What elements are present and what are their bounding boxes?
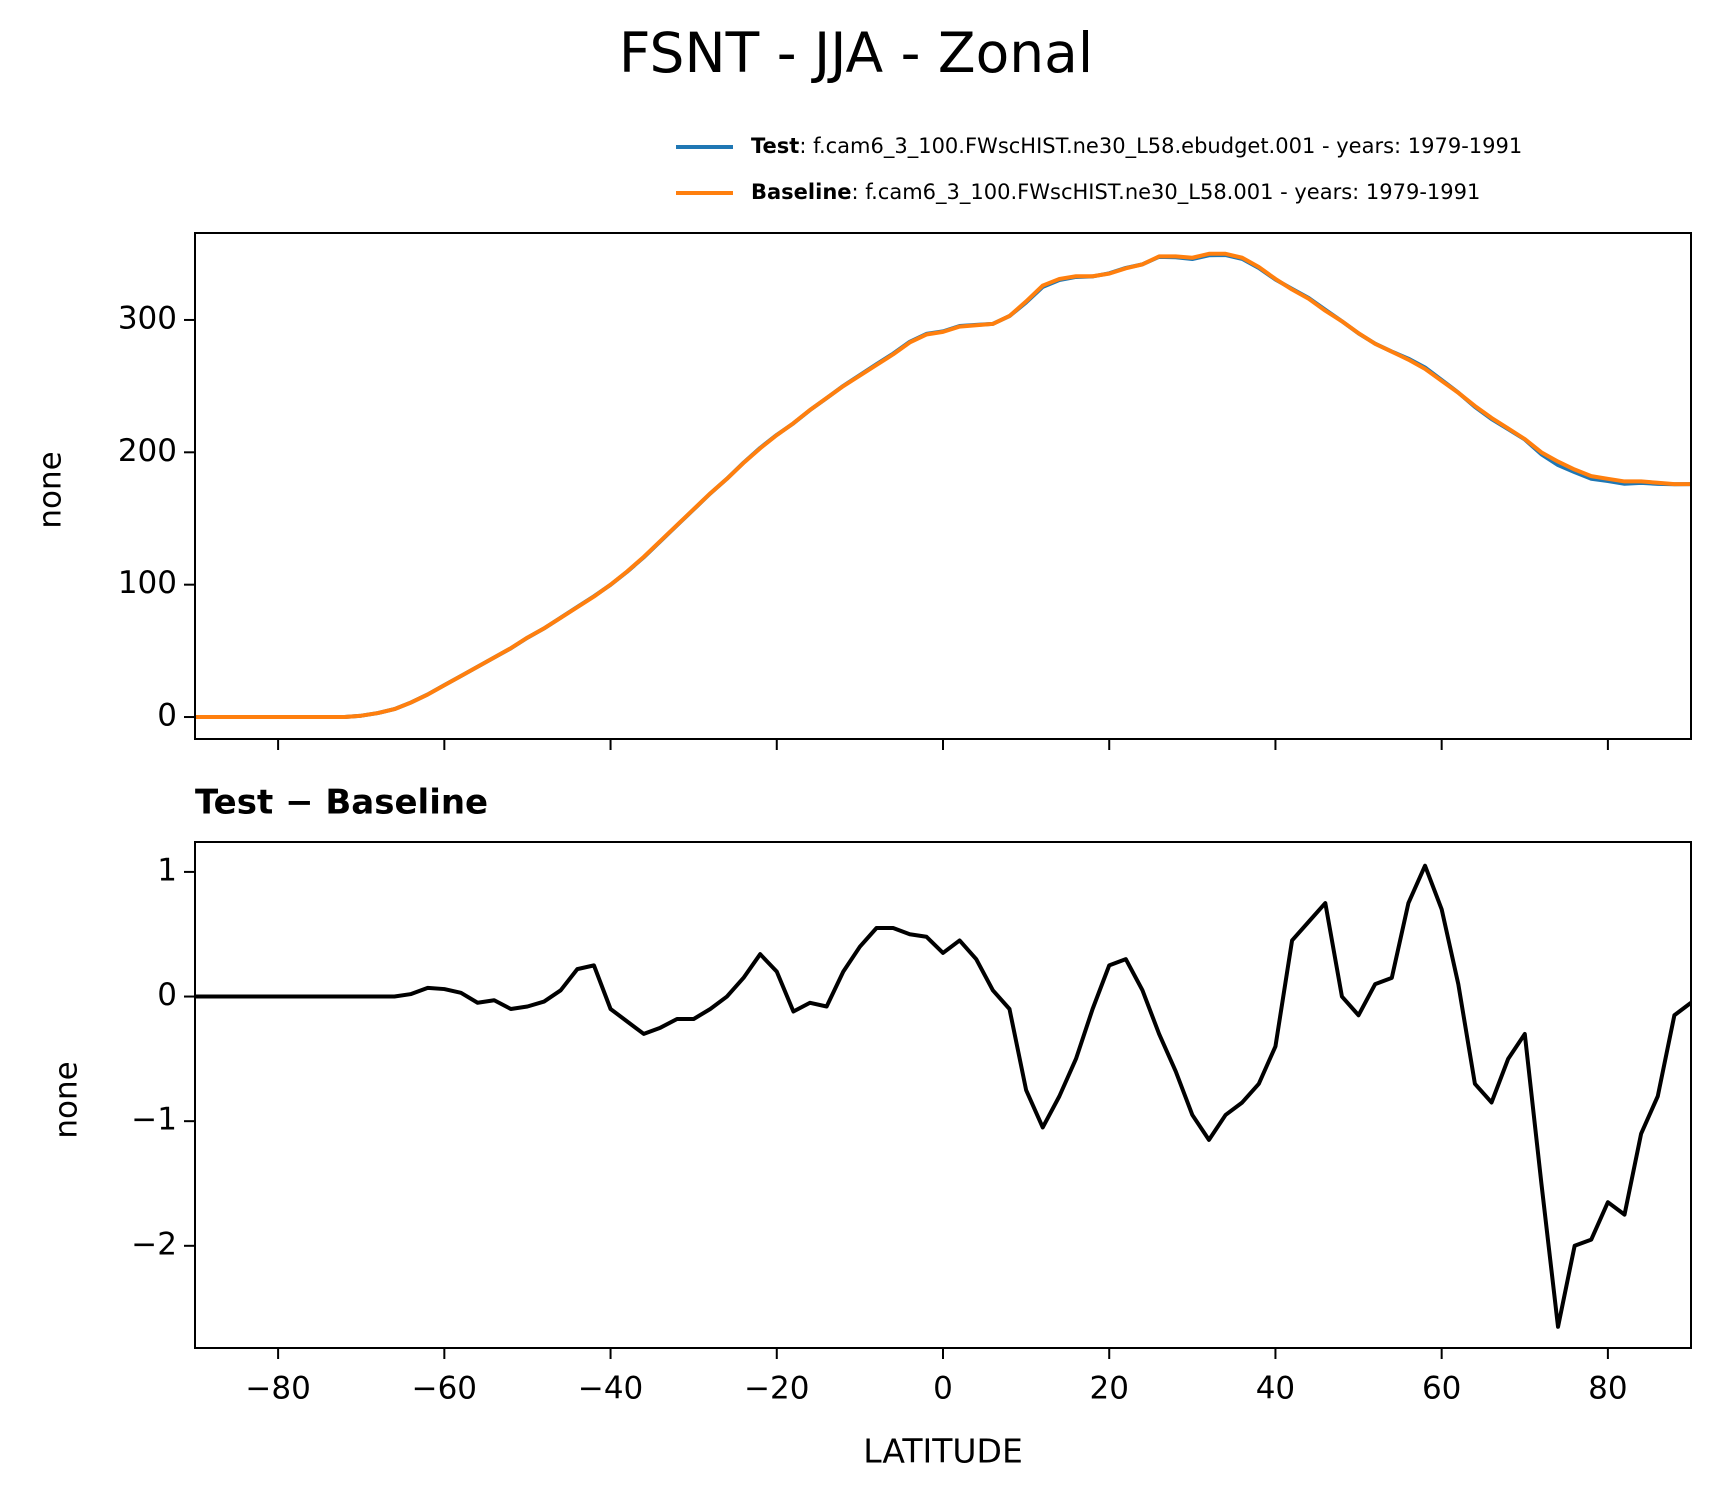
legend-label: : f.cam6_3_100.FWscHIST.ne30_L58.001 - y…: [852, 180, 1481, 205]
x-tick-label: −80: [245, 1371, 310, 1407]
subplot-title: Test − Baseline: [195, 783, 488, 823]
y-axis-label: none: [33, 451, 69, 528]
y-tick-label: 300: [118, 300, 177, 336]
y-tick-label: 0: [157, 977, 177, 1013]
data-line: [195, 863, 1691, 1329]
y-tick-label: 0: [157, 698, 177, 734]
x-tick-label: −20: [744, 1371, 809, 1407]
legend-label: : f.cam6_3_100.FWscHIST.ne30_L58.ebudget…: [799, 134, 1522, 159]
axes-frame: [194, 232, 1692, 740]
y-tick-label: 1: [157, 852, 177, 888]
axes-frame: [194, 841, 1692, 1349]
y-tick-label: 100: [118, 565, 177, 601]
y-tick-label: −2: [131, 1226, 177, 1262]
y-tick-label: −1: [131, 1102, 177, 1138]
x-tick-label: 20: [1089, 1371, 1128, 1407]
figure-title: FSNT - JJA - Zonal: [619, 21, 1093, 85]
x-tick-label: 60: [1422, 1371, 1461, 1407]
legend-entry: Baseline: f.cam6_3_100.FWscHIST.ne30_L58…: [751, 180, 1480, 205]
x-tick-label: −40: [578, 1371, 643, 1407]
x-tick-label: −60: [412, 1371, 477, 1407]
legend-entry: Test: f.cam6_3_100.FWscHIST.ne30_L58.ebu…: [751, 134, 1522, 159]
data-line: [195, 251, 1691, 720]
x-tick-label: 40: [1256, 1371, 1295, 1407]
x-tick-label: 80: [1588, 1371, 1627, 1407]
legend-name: Test: [751, 134, 799, 158]
x-axis-label: LATITUDE: [863, 1432, 1023, 1471]
y-tick-label: 200: [118, 433, 177, 469]
legend-name: Baseline: [751, 180, 852, 204]
x-tick-label: 0: [933, 1371, 953, 1407]
y-axis-label: none: [49, 1061, 85, 1138]
